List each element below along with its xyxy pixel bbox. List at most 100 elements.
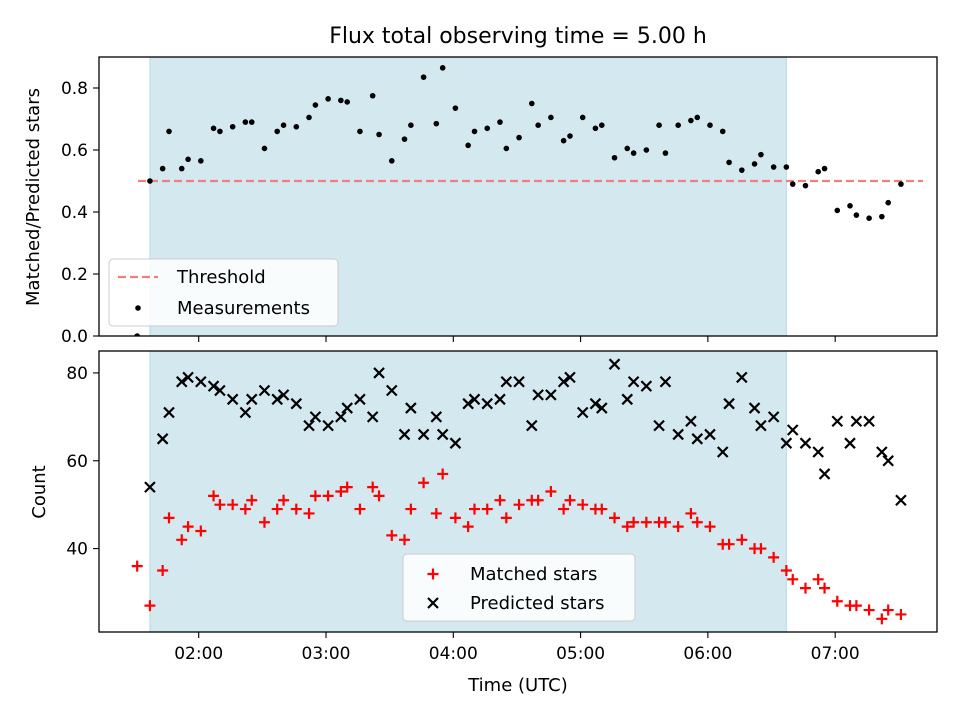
measurements-point-14 [274, 128, 281, 135]
measurements-point-54 [694, 114, 701, 121]
predicted-stars-point-65 [818, 468, 831, 480]
bottom-x-axis-label: Time (UTC) [467, 675, 568, 696]
matched-stars-point-35 [494, 494, 506, 506]
measurements-point-53 [688, 117, 694, 124]
measurements-point-51 [662, 150, 669, 156]
matched-stars-point-21 [341, 481, 353, 493]
predicted-stars-point-22 [366, 411, 379, 423]
top-y-axis-label: Matched/Predicted stars [23, 88, 44, 306]
top-y-tick-label-1: 0.0 [61, 327, 88, 347]
measurements-point-6 [185, 156, 191, 163]
legend-predicted-stars-label: Predicted stars [470, 593, 604, 614]
matched-stars-point-51 [659, 516, 671, 528]
predicted-stars-point-42 [576, 406, 589, 419]
measurements-point-25 [388, 158, 395, 164]
measurements-point-38 [528, 100, 535, 107]
measurements-point-36 [503, 145, 510, 152]
predicted-stars-point-31 [462, 397, 474, 410]
matched-stars-point-71 [876, 613, 888, 625]
top-legend-box [108, 258, 339, 327]
measurements-point-44 [592, 125, 599, 132]
matched-stars-point-67 [831, 595, 843, 607]
matched-stars-point-24 [373, 490, 385, 502]
matched-stars-point-72 [882, 604, 894, 616]
measurements-point-62 [783, 164, 790, 170]
predicted-stars-point-55 [716, 446, 729, 458]
matched-stars-point-12 [246, 494, 258, 506]
matched-stars-point-15 [278, 494, 290, 506]
matched-stars-point-34 [481, 503, 493, 515]
predicted-stars-point-35 [500, 375, 513, 388]
matched-stars-point-20 [335, 486, 347, 497]
measurements-point-72 [885, 199, 892, 206]
predicted-stars-point-62 [786, 424, 799, 436]
matched-stars-point-7 [195, 525, 207, 537]
predicted-stars-point-70 [876, 446, 888, 458]
predicted-stars-point-24 [385, 384, 398, 397]
legend-measurements-swatch [135, 305, 141, 311]
matched-stars-point-14 [271, 503, 283, 515]
measurements-point-32 [465, 142, 471, 149]
predicted-stars-point-10 [239, 406, 252, 419]
legend-predicted-stars-swatch [427, 597, 439, 609]
predicted-stars-point-52 [685, 415, 697, 428]
measurements-point-69 [853, 212, 860, 218]
predicted-stars-point-32 [468, 393, 481, 406]
measurements-point-3 [159, 165, 166, 172]
predicted-stars-point-66 [831, 415, 844, 428]
measurements-point-35 [497, 119, 503, 125]
measurements-point-61 [770, 164, 777, 170]
bottom-panel: 40 60 80 02:00 03:00 04:00 05:00 06:00 07:00 Matc… [66, 350, 938, 664]
matched-stars-point-45 [596, 503, 608, 515]
predicted-stars-point-25 [398, 428, 411, 441]
measurements-point-33 [471, 128, 478, 135]
measurements-point-9 [217, 128, 223, 135]
measurements-point-7 [198, 158, 204, 164]
matched-stars-point-25 [386, 529, 398, 541]
predicted-stars-point-23 [373, 367, 385, 379]
predicted-stars-point-38 [532, 389, 544, 401]
measurements-point-46 [611, 154, 618, 161]
predicted-stars-point-14 [277, 389, 290, 401]
measurements-point-47 [624, 145, 631, 152]
predicted-stars-point-43 [589, 397, 602, 410]
bottom-y-tick-label-2: 60 [66, 452, 88, 472]
measurements-point-67 [834, 207, 841, 214]
matched-stars-point-5 [176, 534, 188, 546]
legend-matched-stars-swatch [427, 568, 439, 580]
measurements-point-71 [879, 213, 885, 220]
matched-stars-point-29 [430, 507, 442, 519]
measurements-point-43 [579, 114, 586, 121]
measurements-point-34 [484, 125, 491, 132]
measurements-point-23 [369, 92, 376, 99]
predicted-stars-point-6 [195, 375, 207, 388]
bottom-y-tick-label-3: 80 [66, 364, 88, 384]
predicted-stars-point-71 [882, 454, 894, 467]
measurements-point-73 [898, 181, 904, 187]
predicted-stars-point-47 [627, 375, 640, 388]
matched-stars-point-61 [768, 551, 780, 563]
predicted-stars-point-37 [526, 419, 538, 432]
predicted-stars-point-33 [481, 397, 494, 410]
x-tick-label-1: 02:00 [174, 644, 223, 664]
matched-stars-point-46 [609, 512, 621, 524]
top-legend: Threshold Measurements [108, 258, 339, 327]
predicted-stars-point-63 [799, 437, 812, 449]
measurements-point-70 [866, 215, 872, 221]
measurements-point-8 [210, 125, 217, 132]
matched-stars-point-23 [367, 481, 379, 493]
predicted-stars-point-40 [557, 375, 570, 388]
matched-stars-point-9 [214, 499, 226, 511]
measurements-point-50 [656, 122, 662, 128]
measurements-point-64 [802, 182, 809, 189]
predicted-stars-point-45 [608, 358, 621, 370]
measurements-point-39 [535, 122, 541, 128]
predicted-stars-point-2 [156, 433, 169, 445]
matched-stars-point-33 [469, 503, 481, 515]
measurements-point-10 [229, 123, 236, 130]
matched-stars-point-66 [819, 582, 831, 594]
measurements-point-18 [312, 102, 319, 108]
measurements-point-55 [707, 122, 713, 128]
bottom-axes-frame [98, 350, 938, 633]
predicted-stars-point-19 [335, 411, 347, 423]
